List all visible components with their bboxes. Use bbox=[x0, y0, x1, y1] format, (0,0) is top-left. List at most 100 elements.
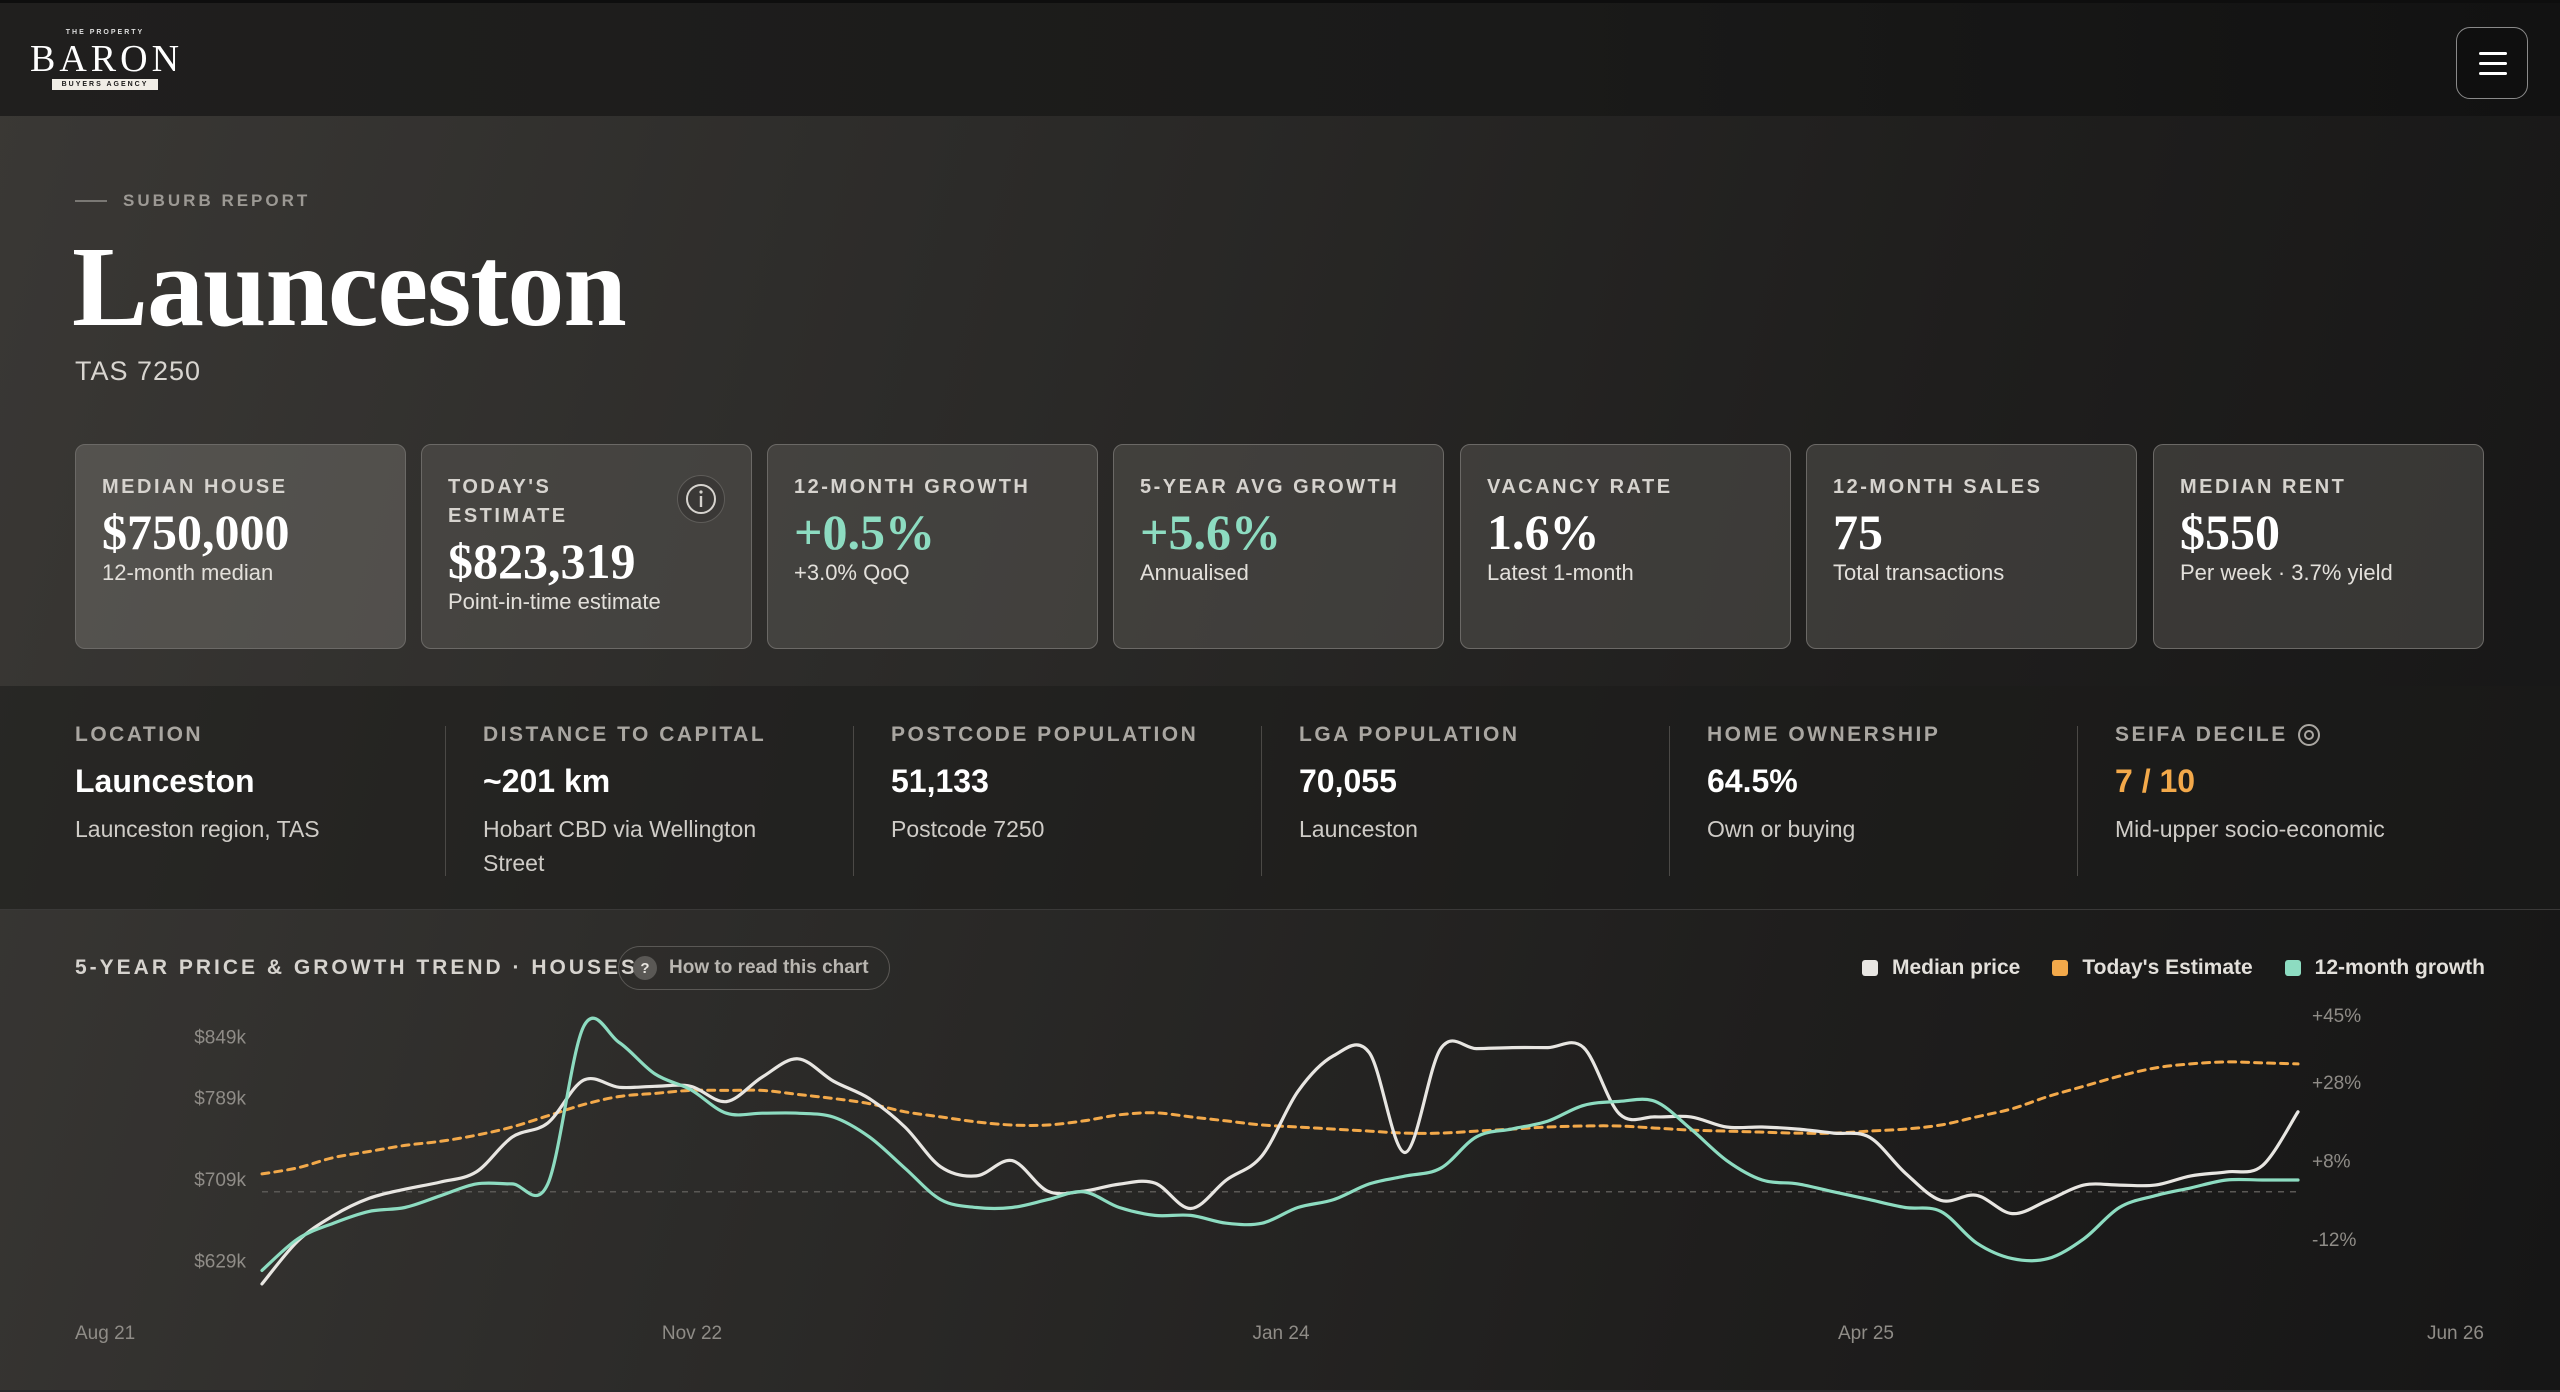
card-value: $823,319 bbox=[448, 533, 636, 589]
stat-home-ownership: HOME OWNERSHIP 64.5% Own or buying bbox=[1669, 722, 2115, 882]
card-median-house: MEDIAN HOUSE $750,000 12-month median bbox=[75, 444, 406, 649]
card-value: $550 bbox=[2180, 504, 2280, 560]
legend-label: Median price bbox=[1891, 956, 2021, 979]
page-title: Launceston bbox=[72, 223, 627, 350]
card-label: 5-YEAR AVG GROWTH bbox=[1140, 476, 1400, 498]
stat-label-text: SEIFA DECILE bbox=[2115, 723, 2288, 746]
legend-label: Today's Estimate bbox=[2082, 956, 2253, 979]
stat-divider bbox=[1261, 726, 1262, 876]
stat-label: LOCATION bbox=[75, 723, 204, 746]
card-value: 1.6% bbox=[1487, 504, 1600, 560]
x-tick-label: Apr 25 bbox=[1838, 1323, 1894, 1344]
series-line-today-s-estimate bbox=[260, 1060, 2300, 1176]
stat-value: 64.5% bbox=[1707, 763, 1798, 799]
hamburger-icon bbox=[2479, 52, 2507, 55]
how-to-read-label: How to read this chart bbox=[669, 957, 869, 978]
stat-value: 7 / 10 bbox=[2115, 763, 2196, 799]
card-value: +0.5% bbox=[794, 504, 935, 560]
target-icon[interactable] bbox=[2297, 724, 2320, 746]
stat-value: Launceston bbox=[75, 763, 255, 799]
legend-swatch bbox=[2284, 960, 2301, 976]
card-todays-estimate: TODAY'S ESTIMATE $823,319 Point-in-time … bbox=[421, 444, 752, 649]
stat-divider bbox=[2077, 726, 2078, 876]
chart-title: 5-YEAR PRICE & GROWTH TREND · HOUSES bbox=[75, 956, 639, 979]
card-value: 75 bbox=[1833, 504, 1883, 560]
card-note: Per week · 3.7% yield bbox=[2180, 560, 2393, 585]
card-12-month-sales: 12-MONTH SALES 75 Total transactions bbox=[1806, 444, 2137, 649]
chart-header: 5-YEAR PRICE & GROWTH TREND · HOUSES ? H… bbox=[75, 946, 2485, 992]
stat-label: LGA POPULATION bbox=[1299, 723, 1520, 746]
info-icon[interactable] bbox=[677, 475, 725, 523]
logo-pre-text: THE PROPERTY bbox=[65, 29, 145, 36]
legend-swatch bbox=[2052, 960, 2069, 976]
y-left-tick-label: $629k bbox=[194, 1251, 246, 1272]
stat-label: SEIFA DECILE bbox=[2115, 722, 2523, 748]
question-icon: ? bbox=[633, 956, 657, 980]
x-tick-label: Aug 21 bbox=[75, 1323, 135, 1344]
brand-logo[interactable]: THE PROPERTY BARON BUYERS AGENCY bbox=[30, 29, 180, 95]
card-label: 12-MONTH SALES bbox=[1833, 476, 2043, 498]
stat-note: Launceston region, TAS bbox=[75, 816, 320, 842]
eyebrow-dash bbox=[75, 200, 107, 202]
card-value: $750,000 bbox=[102, 504, 290, 560]
legend-item-todays-estimate[interactable]: Today's Estimate bbox=[2052, 956, 2253, 980]
eyebrow: SUBURB REPORT bbox=[75, 191, 310, 211]
y-left-tick-label: $789k bbox=[194, 1089, 246, 1110]
y-right-tick-label: +45% bbox=[2312, 1006, 2361, 1027]
how-to-read-button[interactable]: ? How to read this chart bbox=[618, 946, 890, 990]
stat-postcode-population: POSTCODE POPULATION 51,133 Postcode 7250 bbox=[853, 722, 1299, 882]
chart-legend: Median price Today's Estimate 12-month g… bbox=[1830, 956, 2485, 980]
menu-button[interactable] bbox=[2456, 27, 2528, 99]
x-tick-label: Nov 22 bbox=[662, 1323, 722, 1344]
stat-note: Launceston bbox=[1299, 816, 1418, 842]
stat-location: LOCATION Launceston Launceston region, T… bbox=[75, 722, 483, 882]
stat-note: Hobart CBD via Wellington Street bbox=[483, 816, 757, 876]
legend-label: 12-month growth bbox=[2314, 956, 2485, 979]
page-subtitle: TAS 7250 bbox=[75, 356, 202, 386]
x-tick-label: Jun 26 bbox=[2427, 1323, 2484, 1344]
card-label: MEDIAN RENT bbox=[2180, 476, 2347, 498]
series-line-median-price bbox=[260, 1039, 2300, 1286]
card-label: TODAY'S ESTIMATE bbox=[448, 476, 568, 527]
y-left-tick-label: $849k bbox=[194, 1027, 246, 1048]
card-median-rent: MEDIAN RENT $550 Per week · 3.7% yield bbox=[2153, 444, 2484, 649]
card-label: 12-MONTH GROWTH bbox=[794, 476, 1031, 498]
card-label: MEDIAN HOUSE bbox=[102, 476, 288, 498]
stat-distance-to-capital: DISTANCE TO CAPITAL ~201 km Hobart CBD v… bbox=[445, 722, 891, 882]
stat-divider bbox=[853, 726, 854, 876]
stat-value: ~201 km bbox=[483, 763, 611, 799]
card-note: +3.0% QoQ bbox=[794, 560, 910, 585]
card-label: VACANCY RATE bbox=[1487, 476, 1673, 498]
x-tick-label: Jan 24 bbox=[1252, 1323, 1309, 1344]
kpi-cards: MEDIAN HOUSE $750,000 12-month median TO… bbox=[75, 444, 2485, 649]
card-note: 12-month median bbox=[102, 560, 274, 585]
legend-item-median-price[interactable]: Median price bbox=[1861, 956, 2021, 980]
hamburger-icon-line bbox=[2479, 62, 2507, 65]
logo-sub-text: BUYERS AGENCY bbox=[52, 79, 158, 90]
chart-svg: $849k $789k $709k $629k +45% +28% +8% -12% Aug 2… bbox=[75, 1006, 2484, 1344]
stat-seifa-decile: SEIFA DECILE 7 / 10 Mid-upper socio-econ… bbox=[2077, 722, 2523, 882]
logo-wordmark: BARON bbox=[30, 38, 184, 80]
eyebrow-text: SUBURB REPORT bbox=[123, 191, 311, 210]
suburb-stats-strip: LOCATION Launceston Launceston region, T… bbox=[0, 686, 2560, 910]
legend-item-12-month-growth[interactable]: 12-month growth bbox=[2284, 956, 2485, 980]
y-right-tick-label: +28% bbox=[2312, 1073, 2361, 1094]
stat-value: 51,133 bbox=[891, 763, 989, 799]
y-left-tick-label: $709k bbox=[194, 1170, 246, 1191]
y-right-tick-label: +8% bbox=[2312, 1151, 2351, 1172]
stat-label: POSTCODE POPULATION bbox=[891, 723, 1199, 746]
top-bar: THE PROPERTY BARON BUYERS AGENCY bbox=[0, 0, 2560, 116]
hamburger-icon-line bbox=[2479, 72, 2507, 75]
card-vacancy-rate: VACANCY RATE 1.6% Latest 1-month bbox=[1460, 444, 1791, 649]
bottom-strip bbox=[0, 1390, 2560, 1392]
stat-note: Postcode 7250 bbox=[891, 816, 1045, 842]
stat-note: Own or buying bbox=[1707, 816, 1856, 842]
stat-divider bbox=[1669, 726, 1670, 876]
card-note: Annualised bbox=[1140, 560, 1249, 585]
card-note: Latest 1-month bbox=[1487, 560, 1634, 585]
card-note: Point-in-time estimate bbox=[448, 589, 661, 614]
stat-value: 70,055 bbox=[1299, 763, 1397, 799]
legend-swatch bbox=[1861, 960, 1878, 976]
card-value: +5.6% bbox=[1140, 504, 1281, 560]
stat-divider bbox=[445, 726, 446, 876]
